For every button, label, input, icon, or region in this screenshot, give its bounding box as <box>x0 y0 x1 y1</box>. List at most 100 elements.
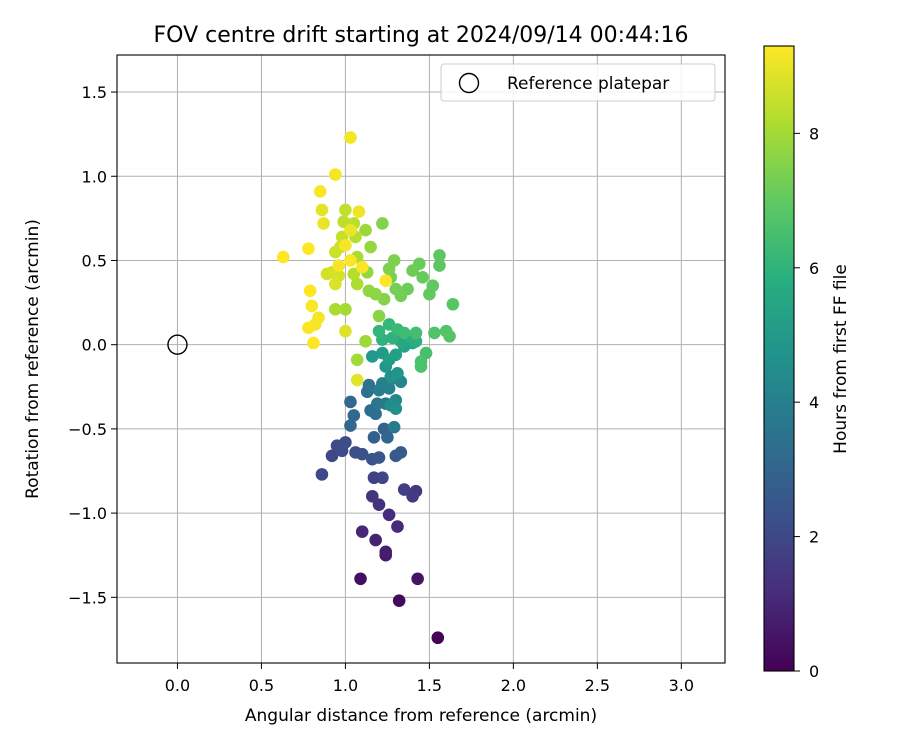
data-point <box>392 594 406 607</box>
data-point <box>315 468 329 481</box>
data-point <box>350 277 364 291</box>
data-point <box>344 395 357 409</box>
legend-marker-open-circle <box>458 72 480 94</box>
data-point <box>329 168 342 181</box>
data-point <box>387 254 401 267</box>
y-tick-label: 0.5 <box>82 251 107 270</box>
colorbar-tick-label: 8 <box>809 124 819 143</box>
data-point <box>389 348 403 362</box>
data-point <box>369 407 382 421</box>
data-point <box>317 217 330 230</box>
data-point <box>350 353 364 367</box>
data-point <box>382 382 396 395</box>
data-point <box>305 299 319 313</box>
data-point <box>354 572 367 586</box>
data-point <box>303 284 317 298</box>
data-point <box>379 545 393 559</box>
data-point <box>409 326 423 340</box>
colorbar-tick-label: 6 <box>809 259 819 278</box>
data-point <box>389 402 403 415</box>
x-axis-ticks: 0.0 0.5 1.0 1.5 2.0 2.5 3.0 <box>165 663 694 695</box>
data-point <box>313 185 327 198</box>
colorbar-tick-label: 4 <box>809 393 819 412</box>
data-point <box>355 260 369 274</box>
plot-frame <box>116 54 726 664</box>
colorbar-label: Hours from first FF file <box>831 264 851 454</box>
data-point <box>344 131 357 144</box>
data-point <box>391 367 404 380</box>
data-point <box>339 239 352 252</box>
x-tick-label: 1.5 <box>417 676 442 695</box>
legend: Reference platepar <box>440 63 716 102</box>
data-point <box>325 449 339 463</box>
data-point <box>344 254 357 267</box>
data-point <box>397 483 411 496</box>
y-tick-label: −0.5 <box>68 420 107 439</box>
data-point <box>381 431 394 444</box>
data-point <box>332 259 346 272</box>
data-point <box>414 355 428 368</box>
data-point <box>337 215 351 229</box>
data-point <box>344 223 357 237</box>
data-point <box>443 329 456 343</box>
chart-title: FOV centre drift starting at 2024/09/14 … <box>154 23 689 48</box>
data-point <box>329 245 342 259</box>
data-point <box>416 271 429 284</box>
data-point <box>379 274 393 287</box>
y-axis-ticks: 1.5 1.0 0.5 0.0 −0.5 −1.0 −1.5 <box>68 83 117 607</box>
data-point <box>394 446 408 459</box>
x-tick-label: 0.0 <box>165 676 190 695</box>
data-point <box>302 242 315 255</box>
data-point <box>364 240 377 254</box>
data-point <box>446 297 460 311</box>
data-point <box>433 249 446 262</box>
x-tick-label: 2.0 <box>501 676 526 695</box>
scatter-points <box>276 131 460 645</box>
y-tick-label: 1.0 <box>82 167 107 186</box>
x-tick-label: 3.0 <box>669 676 694 695</box>
data-point <box>302 321 315 335</box>
data-point <box>372 324 386 338</box>
data-point <box>365 350 379 363</box>
data-point <box>344 419 357 432</box>
data-point <box>355 447 369 461</box>
y-tick-label: 1.5 <box>82 83 107 102</box>
data-point <box>367 431 381 444</box>
data-point <box>362 284 376 298</box>
data-point <box>347 267 361 281</box>
y-axis-label: Rotation from reference (arcmin) <box>23 219 43 499</box>
data-point <box>339 324 352 338</box>
data-point <box>320 267 334 281</box>
data-point <box>329 277 342 291</box>
data-point <box>350 373 364 387</box>
data-point <box>428 326 441 340</box>
y-tick-label: −1.5 <box>68 588 107 607</box>
legend-box <box>440 63 716 102</box>
data-point <box>359 223 372 237</box>
data-point <box>376 217 389 230</box>
x-tick-label: 1.0 <box>333 676 358 695</box>
data-point <box>352 205 366 218</box>
data-point <box>406 489 419 503</box>
data-point <box>307 336 320 350</box>
data-point <box>359 335 372 348</box>
reference-marker-layer <box>167 334 188 355</box>
data-point <box>339 303 352 316</box>
grid-lines <box>117 55 725 663</box>
data-point <box>362 378 376 392</box>
data-point <box>347 409 361 422</box>
data-point <box>411 572 424 586</box>
data-point <box>431 631 445 645</box>
data-point <box>397 326 411 340</box>
y-tick-label: −1.0 <box>68 504 107 523</box>
data-point <box>376 471 389 485</box>
data-point <box>369 533 382 547</box>
data-point <box>339 203 352 217</box>
colorbar-tick-label: 2 <box>809 528 819 547</box>
data-point <box>389 282 403 296</box>
data-point <box>339 436 352 449</box>
x-axis-label: Angular distance from reference (arcmin) <box>245 706 597 726</box>
data-point <box>382 508 396 522</box>
data-point <box>372 309 386 323</box>
